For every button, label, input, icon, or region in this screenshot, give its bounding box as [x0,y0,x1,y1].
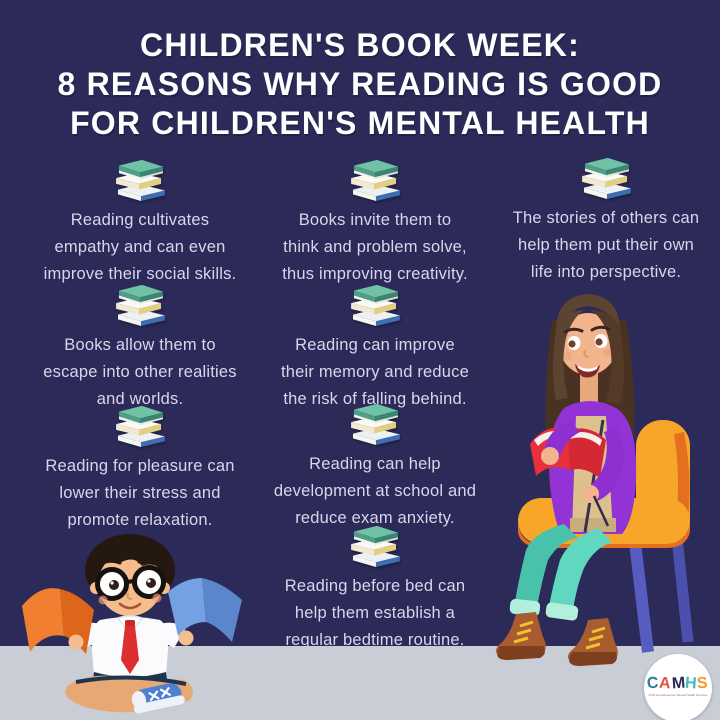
boy-reading-illustration [22,534,242,714]
reason-text: The stories of others can help them put t… [512,209,700,281]
book-stack-icon [116,159,165,202]
title-line-3: FOR CHILDREN'S MENTAL HEALTH [70,105,650,141]
reason-text: Books allow them to escape into other rea… [43,336,237,408]
poster-title: CHILDREN'S BOOK WEEK: 8 REASONS WHY READ… [0,26,720,143]
girl [495,294,637,666]
reason-text: Reading before bed can help them establis… [284,577,466,649]
book-stack-icon [351,525,400,568]
girl-reading-on-chair-illustration [495,294,694,666]
reason-item: Books allow them to escape into other rea… [20,283,260,413]
reason-text: Reading cultivates empathy and can even im… [43,211,237,283]
reason-item: Reading can improve their memory and redu… [255,283,495,413]
book-stack-icon [116,405,165,448]
reason-item: The stories of others can help them put t… [497,156,715,286]
book-stack-icon [116,284,165,327]
sneaker [131,683,185,714]
reason-item: Reading before bed can help them establis… [255,524,495,654]
reason-item: Reading can help development at school an… [255,402,495,532]
reason-item: Reading for pleasure can lower their stre… [20,404,260,534]
title-line-1: CHILDREN'S BOOK WEEK: [140,27,580,63]
blue-book [168,578,242,646]
book-stack-icon [351,403,400,446]
camhs-logo-tagline: Child and Adolescent Mental Health Servi… [648,693,708,697]
book-stack-icon [351,284,400,327]
title-line-2: 8 REASONS WHY READING IS GOOD [57,66,663,102]
reason-text: Books invite them to think and problem so… [282,211,468,283]
reason-text: Reading can help development at school an… [273,455,477,527]
boot-left [495,612,546,660]
orange-book [22,588,94,654]
reason-text: Reading can improve their memory and redu… [280,336,470,408]
reason-item: Books invite them to think and problem so… [255,158,495,288]
boot-right [567,618,618,666]
book-stack-icon [351,159,400,202]
reason-text: Reading for pleasure can lower their stre… [45,457,235,529]
reason-item: Reading cultivates empathy and can even im… [20,158,260,288]
book-stack-icon [582,157,631,200]
